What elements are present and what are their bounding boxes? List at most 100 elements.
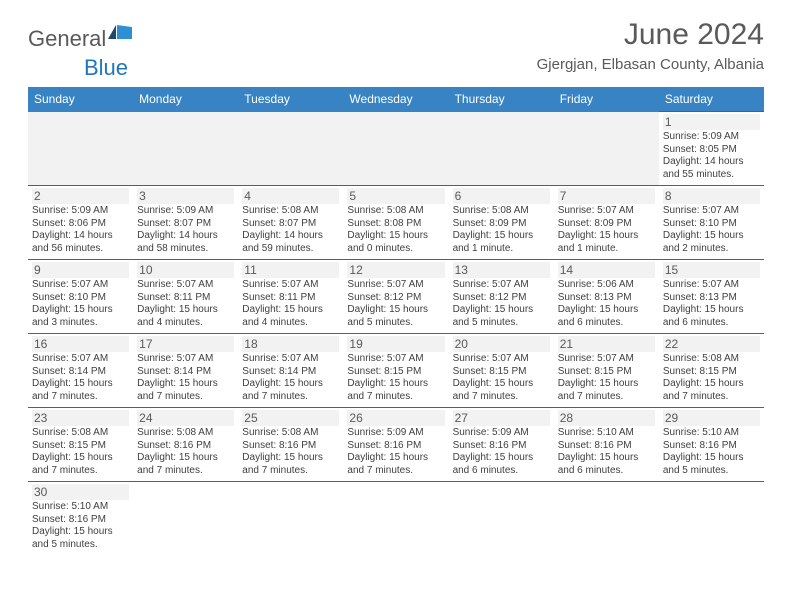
info-line: Sunrise: 5:09 AM: [347, 427, 444, 440]
info-line: Sunset: 8:16 PM: [558, 440, 655, 453]
calendar-cell: [133, 112, 238, 186]
day-number: 19: [347, 336, 444, 352]
info-line: Sunrise: 5:07 AM: [347, 279, 444, 292]
day-number: 23: [32, 410, 129, 426]
day-info: Sunrise: 5:06 AMSunset: 8:13 PMDaylight:…: [558, 278, 655, 329]
info-line: Sunset: 8:08 PM: [347, 218, 444, 231]
info-line: and 7 minutes.: [32, 465, 129, 478]
day-info: Sunrise: 5:07 AMSunset: 8:14 PMDaylight:…: [32, 352, 129, 403]
day-number: 17: [137, 336, 234, 352]
info-line: Sunrise: 5:08 AM: [242, 205, 339, 218]
day-info: Sunrise: 5:10 AMSunset: 8:16 PMDaylight:…: [32, 500, 129, 551]
info-line: Sunset: 8:09 PM: [558, 218, 655, 231]
info-line: and 7 minutes.: [242, 391, 339, 404]
day-number: 25: [242, 410, 339, 426]
info-line: and 7 minutes.: [137, 465, 234, 478]
calendar-cell: 2Sunrise: 5:09 AMSunset: 8:06 PMDaylight…: [28, 186, 133, 260]
calendar-cell: 16Sunrise: 5:07 AMSunset: 8:14 PMDayligh…: [28, 334, 133, 408]
calendar-cell: 26Sunrise: 5:09 AMSunset: 8:16 PMDayligh…: [343, 408, 448, 482]
info-line: Sunset: 8:16 PM: [32, 514, 129, 527]
calendar-cell: 8Sunrise: 5:07 AMSunset: 8:10 PMDaylight…: [659, 186, 764, 260]
calendar-cell: 11Sunrise: 5:07 AMSunset: 8:11 PMDayligh…: [238, 260, 343, 334]
day-header: Thursday: [449, 87, 554, 112]
info-line: Sunrise: 5:07 AM: [558, 205, 655, 218]
calendar-cell: [449, 482, 554, 556]
calendar-cell: 9Sunrise: 5:07 AMSunset: 8:10 PMDaylight…: [28, 260, 133, 334]
info-line: Sunset: 8:16 PM: [663, 440, 760, 453]
info-line: Daylight: 15 hours: [453, 304, 550, 317]
info-line: Daylight: 15 hours: [453, 378, 550, 391]
info-line: Sunset: 8:11 PM: [137, 292, 234, 305]
calendar-cell: [238, 482, 343, 556]
info-line: Sunset: 8:16 PM: [137, 440, 234, 453]
day-info: Sunrise: 5:07 AMSunset: 8:09 PMDaylight:…: [558, 204, 655, 255]
calendar-cell: 14Sunrise: 5:06 AMSunset: 8:13 PMDayligh…: [554, 260, 659, 334]
day-info: Sunrise: 5:09 AMSunset: 8:05 PMDaylight:…: [663, 130, 760, 181]
day-header: Monday: [133, 87, 238, 112]
day-info: Sunrise: 5:08 AMSunset: 8:08 PMDaylight:…: [347, 204, 444, 255]
info-line: and 55 minutes.: [663, 169, 760, 182]
day-number: 2: [32, 188, 129, 204]
info-line: and 5 minutes.: [663, 465, 760, 478]
day-info: Sunrise: 5:07 AMSunset: 8:11 PMDaylight:…: [137, 278, 234, 329]
day-number: 16: [32, 336, 129, 352]
calendar-cell: [133, 482, 238, 556]
info-line: Daylight: 15 hours: [137, 378, 234, 391]
info-line: Daylight: 15 hours: [558, 304, 655, 317]
day-info: Sunrise: 5:09 AMSunset: 8:16 PMDaylight:…: [347, 426, 444, 477]
day-info: Sunrise: 5:08 AMSunset: 8:16 PMDaylight:…: [137, 426, 234, 477]
calendar-table: Sunday Monday Tuesday Wednesday Thursday…: [28, 87, 764, 556]
calendar-row: 2Sunrise: 5:09 AMSunset: 8:06 PMDaylight…: [28, 186, 764, 260]
day-number: 24: [137, 410, 234, 426]
info-line: Sunset: 8:12 PM: [453, 292, 550, 305]
calendar-row: 23Sunrise: 5:08 AMSunset: 8:15 PMDayligh…: [28, 408, 764, 482]
info-line: Sunrise: 5:07 AM: [242, 279, 339, 292]
info-line: Daylight: 14 hours: [663, 156, 760, 169]
info-line: and 7 minutes.: [453, 391, 550, 404]
info-line: Daylight: 15 hours: [558, 378, 655, 391]
info-line: and 6 minutes.: [453, 465, 550, 478]
info-line: and 7 minutes.: [347, 465, 444, 478]
info-line: Sunset: 8:15 PM: [347, 366, 444, 379]
day-number: 4: [242, 188, 339, 204]
calendar-cell: 13Sunrise: 5:07 AMSunset: 8:12 PMDayligh…: [449, 260, 554, 334]
info-line: Sunrise: 5:09 AM: [32, 205, 129, 218]
calendar-cell: 28Sunrise: 5:10 AMSunset: 8:16 PMDayligh…: [554, 408, 659, 482]
info-line: and 58 minutes.: [137, 243, 234, 256]
day-number: 15: [663, 262, 760, 278]
info-line: Sunrise: 5:10 AM: [663, 427, 760, 440]
info-line: and 6 minutes.: [558, 317, 655, 330]
info-line: Sunrise: 5:07 AM: [242, 353, 339, 366]
day-info: Sunrise: 5:07 AMSunset: 8:10 PMDaylight:…: [32, 278, 129, 329]
calendar-row: 1Sunrise: 5:09 AMSunset: 8:05 PMDaylight…: [28, 112, 764, 186]
day-number: 3: [137, 188, 234, 204]
info-line: Daylight: 14 hours: [32, 230, 129, 243]
day-info: Sunrise: 5:07 AMSunset: 8:10 PMDaylight:…: [663, 204, 760, 255]
info-line: Daylight: 15 hours: [347, 452, 444, 465]
info-line: Sunset: 8:10 PM: [32, 292, 129, 305]
info-line: Sunrise: 5:07 AM: [663, 279, 760, 292]
info-line: Daylight: 15 hours: [347, 378, 444, 391]
day-info: Sunrise: 5:08 AMSunset: 8:15 PMDaylight:…: [32, 426, 129, 477]
info-line: Sunrise: 5:08 AM: [347, 205, 444, 218]
info-line: Daylight: 15 hours: [663, 452, 760, 465]
day-info: Sunrise: 5:09 AMSunset: 8:06 PMDaylight:…: [32, 204, 129, 255]
info-line: Sunrise: 5:07 AM: [137, 353, 234, 366]
day-info: Sunrise: 5:09 AMSunset: 8:16 PMDaylight:…: [453, 426, 550, 477]
info-line: Daylight: 15 hours: [137, 304, 234, 317]
info-line: Sunset: 8:11 PM: [242, 292, 339, 305]
info-line: Sunset: 8:12 PM: [347, 292, 444, 305]
day-header: Sunday: [28, 87, 133, 112]
info-line: and 56 minutes.: [32, 243, 129, 256]
day-number: 30: [32, 484, 129, 500]
info-line: Daylight: 15 hours: [453, 452, 550, 465]
calendar-cell: [659, 482, 764, 556]
info-line: Sunset: 8:15 PM: [663, 366, 760, 379]
title-block: June 2024 Gjergjan, Elbasan County, Alba…: [537, 18, 764, 73]
info-line: and 4 minutes.: [242, 317, 339, 330]
info-line: Sunrise: 5:09 AM: [453, 427, 550, 440]
day-info: Sunrise: 5:10 AMSunset: 8:16 PMDaylight:…: [663, 426, 760, 477]
day-info: Sunrise: 5:07 AMSunset: 8:12 PMDaylight:…: [453, 278, 550, 329]
info-line: and 5 minutes.: [453, 317, 550, 330]
page-title: June 2024: [537, 18, 764, 52]
